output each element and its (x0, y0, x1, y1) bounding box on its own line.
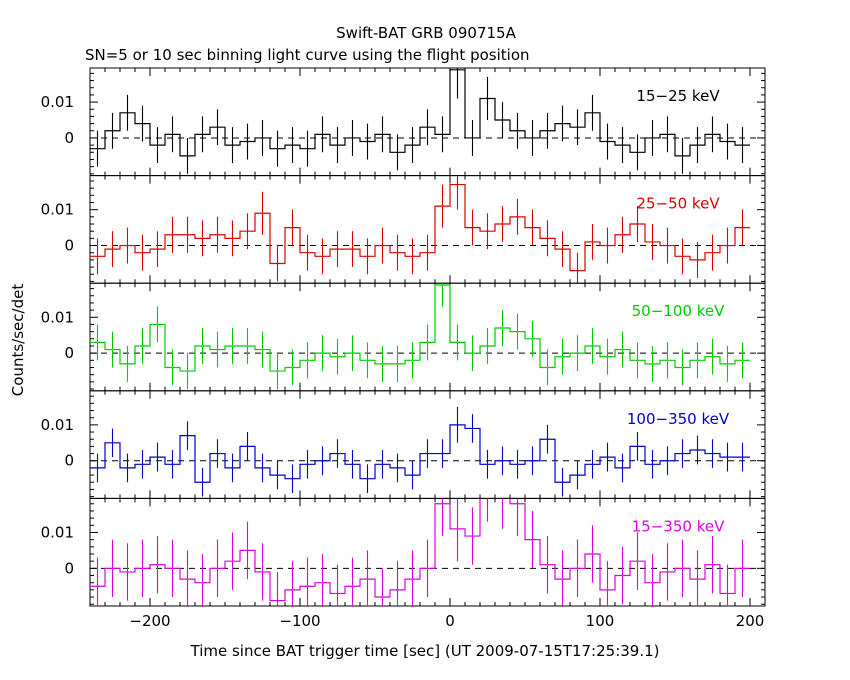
x-tick-label: 100 (586, 612, 615, 630)
y-tick-label: 0 (64, 129, 74, 147)
y-tick-label: 0 (64, 559, 74, 577)
series-group (90, 283, 750, 390)
series-group (90, 406, 750, 497)
y-tick-label: 0 (64, 452, 74, 470)
band-label: 15−350 keV (632, 517, 725, 535)
band-label: 100−350 keV (627, 410, 730, 428)
y-tick-label: 0 (64, 344, 74, 362)
series-group (90, 68, 750, 174)
series-step-line (90, 284, 750, 372)
chart-subtitle: SN=5 or 10 sec binning light curve using… (85, 46, 530, 64)
y-tick-label: 0.01 (41, 416, 74, 434)
panel-frame (89, 497, 766, 607)
y-axis-label: Counts/sec/det (9, 284, 27, 397)
band-label: 15−25 keV (636, 87, 720, 105)
series-group (90, 498, 750, 606)
panel-3: 0 0.01 50−100 keV (41, 282, 766, 392)
y-tick-label: 0.01 (41, 93, 74, 111)
panel-1: 0 0.01 15−25 keV (41, 67, 766, 177)
series-step-line (90, 69, 750, 157)
panel-5: 0 0.01 15−350 keV (41, 497, 766, 607)
x-tick-label: 0 (445, 612, 455, 630)
x-tick-label: 200 (736, 612, 765, 630)
panel-4: 0 0.01 100−350 keV (41, 390, 766, 499)
x-axis-label: Time since BAT trigger time [sec] (UT 20… (190, 642, 660, 660)
panel-2: 0 0.01 25−50 keV (41, 175, 766, 284)
series-step-line (90, 498, 750, 602)
y-tick-label: 0 (64, 237, 74, 255)
x-tick-label: −200 (129, 612, 170, 630)
y-tick-label: 0.01 (41, 523, 74, 541)
y-tick-label: 0.01 (41, 201, 74, 219)
y-tick-label: 0.01 (41, 308, 74, 326)
band-label: 25−50 keV (636, 195, 720, 213)
series-step-line (90, 424, 750, 483)
x-tick-label: −100 (279, 612, 320, 630)
series-group (90, 175, 750, 284)
band-label: 50−100 keV (632, 302, 725, 320)
chart-title: Swift-BAT GRB 090715A (336, 24, 516, 42)
